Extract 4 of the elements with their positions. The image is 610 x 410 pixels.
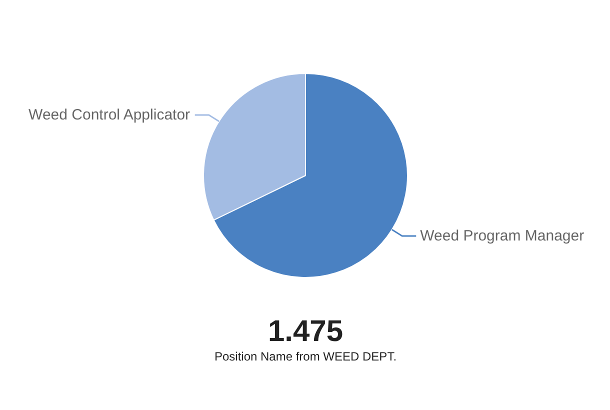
text: 1.475	[268, 315, 344, 348]
text: Position Name from WEED DEPT.	[214, 350, 397, 364]
slice-label: Weed Control Applicator	[28, 106, 190, 124]
slice-label: Weed Program Manager	[420, 227, 584, 244]
